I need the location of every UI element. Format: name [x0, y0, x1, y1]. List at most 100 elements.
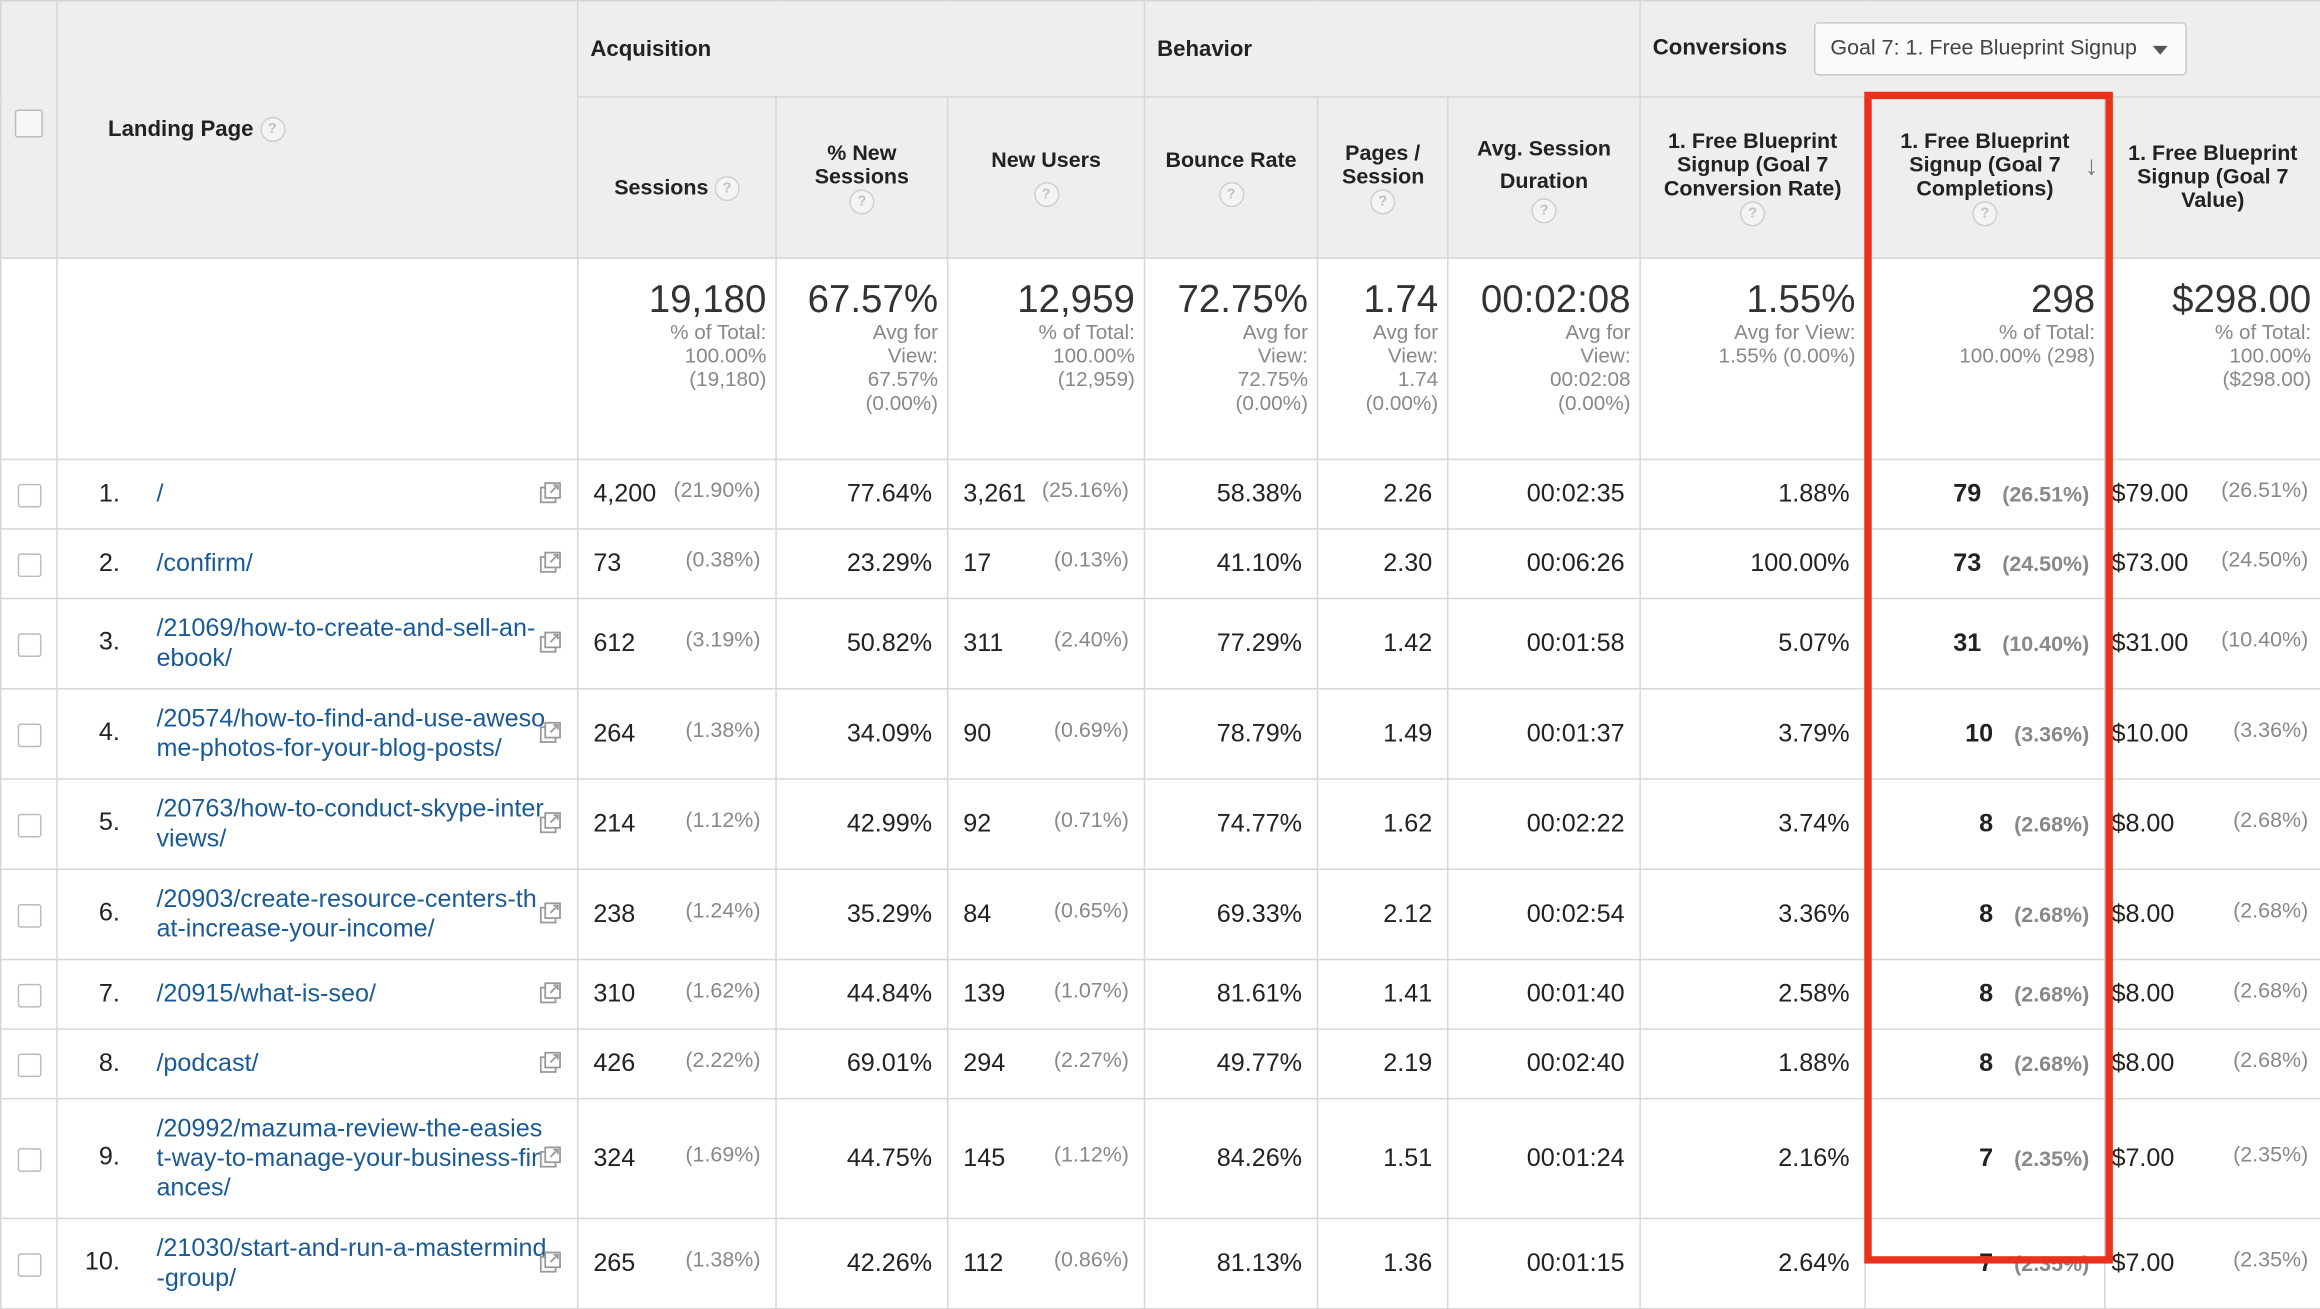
sessions-cell: 73 (0.38%)	[577, 528, 777, 600]
sessions-cell: 4,200 (21.90%)	[577, 458, 777, 530]
new-users-cell: 139 (1.07%)	[946, 958, 1146, 1030]
pages-session-total: 1.74 Avg for View: 1.74 (0.00%)	[1316, 257, 1449, 461]
help-icon[interactable]: ?	[1218, 181, 1244, 207]
avg-duration-column-header[interactable]: Avg. Session Duration ?	[1447, 96, 1641, 259]
row-checkbox[interactable]	[17, 903, 41, 927]
sessions-column-header[interactable]: Sessions ?	[577, 96, 777, 259]
value-header-label: 1. Free Blueprint Signup (Goal 7 Value)	[2128, 142, 2298, 214]
landing-page-link[interactable]: /confirm/	[156, 549, 253, 578]
row-number: 7.	[98, 979, 120, 1008]
open-external-icon[interactable]	[539, 811, 563, 835]
row-checkbox-cell	[0, 1217, 58, 1309]
new-sessions-header-label: % New Sessions	[814, 141, 909, 189]
open-external-icon[interactable]	[539, 901, 563, 925]
avg-duration-cell: 00:02:54	[1447, 868, 1641, 961]
value-cell: $79.00 (26.51%)	[2104, 458, 2320, 530]
sessions-cell: 324 (1.69%)	[577, 1097, 777, 1220]
bounce-rate-column-header[interactable]: Bounce Rate ?	[1143, 96, 1319, 259]
landing-page-cell: 1. /	[56, 458, 579, 530]
value-cell: $10.00 (3.36%)	[2104, 688, 2320, 780]
completions-percent: (2.68%)	[2014, 813, 2090, 838]
avg-duration-cell: 00:02:40	[1447, 1028, 1641, 1100]
total-value: 00:02:08	[1480, 276, 1631, 322]
help-icon[interactable]: ?	[1370, 188, 1396, 214]
open-external-icon[interactable]	[539, 721, 563, 745]
goal-value: $31.00	[2111, 628, 2189, 657]
open-external-icon[interactable]	[539, 1250, 563, 1274]
conversion-rate-column-header[interactable]: 1. Free Blueprint Signup (Goal 7 Convers…	[1639, 96, 1866, 259]
help-icon[interactable]: ?	[1531, 197, 1557, 223]
completions-column-header[interactable]: 1. Free Blueprint Signup (Goal 7 Complet…	[1864, 96, 2106, 259]
open-external-icon[interactable]	[539, 630, 563, 654]
row-checkbox[interactable]	[17, 1252, 41, 1277]
landing-page-link[interactable]: /podcast/	[156, 1049, 259, 1078]
completions-cell: 8 (2.68%)	[1864, 1028, 2106, 1100]
new-sessions-cell: 35.29%	[775, 868, 949, 961]
landing-page-link[interactable]: /21030/start-and-run-a-mastermind-group/	[156, 1233, 547, 1292]
total-value: 12,959	[1017, 276, 1135, 322]
new-sessions-total: 67.57% Avg for View: 67.57% (0.00%)	[775, 257, 949, 461]
landing-page-link[interactable]: /21069/how-to-create-and-sell-an-ebook/	[156, 614, 536, 672]
row-checkbox[interactable]	[17, 1052, 41, 1077]
help-icon[interactable]: ?	[1033, 181, 1059, 207]
landing-page-link[interactable]: /20915/what-is-seo/	[156, 979, 376, 1008]
row-checkbox[interactable]	[17, 552, 41, 577]
new-users-cell: 311 (2.40%)	[946, 597, 1146, 690]
landing-page-link[interactable]: /20903/create-resource-centers-that-incr…	[156, 884, 537, 943]
goal-value: $8.00	[2111, 1049, 2175, 1078]
value-column-header[interactable]: 1. Free Blueprint Signup (Goal 7 Value)	[2104, 96, 2320, 259]
row-checkbox[interactable]	[17, 1147, 41, 1172]
row-checkbox-cell	[0, 958, 58, 1030]
new-sessions-column-header[interactable]: % New Sessions ?	[775, 96, 949, 259]
completions-cell: 10 (3.36%)	[1864, 688, 2106, 780]
totals-empty-cell	[0, 257, 58, 461]
open-external-icon[interactable]	[539, 1051, 563, 1075]
landing-page-link[interactable]: /20763/how-to-conduct-skype-interviews/	[156, 794, 544, 853]
open-external-icon[interactable]	[539, 981, 563, 1005]
new-users-percent: (1.12%)	[1053, 1143, 1129, 1168]
avg-duration-cell: 00:01:24	[1447, 1097, 1641, 1220]
completions-cell: 31 (10.40%)	[1864, 597, 2106, 690]
row-checkbox[interactable]	[17, 632, 41, 657]
conversions-group-header: Conversions Goal 7: 1. Free Blueprint Si…	[1639, 0, 2320, 98]
row-checkbox[interactable]	[17, 722, 41, 747]
open-external-icon[interactable]	[539, 481, 563, 505]
landing-page-link[interactable]: /20992/mazuma-review-the-easiest-way-to-…	[156, 1114, 546, 1202]
landing-page-cell: 8. /podcast/	[56, 1028, 579, 1100]
landing-page-header[interactable]: Landing Page ?	[56, 0, 579, 259]
pages-session-cell: 2.30	[1316, 528, 1449, 600]
sessions-value: 73	[593, 548, 622, 578]
help-icon[interactable]: ?	[1972, 200, 1998, 226]
sessions-percent: (21.90%)	[673, 479, 761, 504]
help-icon[interactable]: ?	[1740, 200, 1766, 226]
landing-page-link[interactable]: /	[156, 479, 164, 508]
help-icon[interactable]: ?	[259, 117, 285, 143]
bounce-rate-cell: 41.10%	[1143, 528, 1319, 600]
landing-page-link[interactable]: /20574/how-to-find-and-use-awesome-photo…	[156, 704, 546, 762]
goal-selector-dropdown[interactable]: Goal 7: 1. Free Blueprint Signup	[1814, 22, 2187, 76]
table-row: 7. /20915/what-is-seo/ 310 (1.62%) 44.84%…	[0, 958, 2320, 1030]
select-all-checkbox[interactable]	[14, 109, 43, 138]
open-external-icon[interactable]	[539, 1145, 563, 1169]
help-icon[interactable]: ?	[714, 175, 740, 201]
sort-descending-icon[interactable]: ↓	[2084, 150, 2099, 181]
value-cell: $7.00 (2.35%)	[2104, 1217, 2320, 1309]
new-users-percent: (0.65%)	[1053, 899, 1129, 924]
new-users-column-header[interactable]: New Users ?	[946, 96, 1146, 259]
pages-session-column-header[interactable]: Pages / Session ?	[1316, 96, 1449, 259]
pages-session-header-label: Pages / Session	[1342, 141, 1425, 189]
help-icon[interactable]: ?	[849, 188, 875, 214]
goal-value: $10.00	[2111, 719, 2189, 748]
row-checkbox[interactable]	[17, 983, 41, 1007]
sessions-percent: (2.22%)	[685, 1049, 761, 1073]
open-external-icon[interactable]	[539, 550, 563, 574]
row-checkbox[interactable]	[17, 483, 41, 507]
goal-value: $8.00	[2111, 979, 2175, 1008]
value-percent: (24.50%)	[2221, 548, 2309, 573]
completions-percent: (2.68%)	[2014, 904, 2090, 928]
value-percent: (3.36%)	[2233, 719, 2309, 743]
row-checkbox[interactable]	[17, 813, 41, 837]
landing-page-cell: 9. /20992/mazuma-review-the-easiest-way-…	[56, 1097, 579, 1220]
total-value: 298	[2030, 276, 2096, 322]
